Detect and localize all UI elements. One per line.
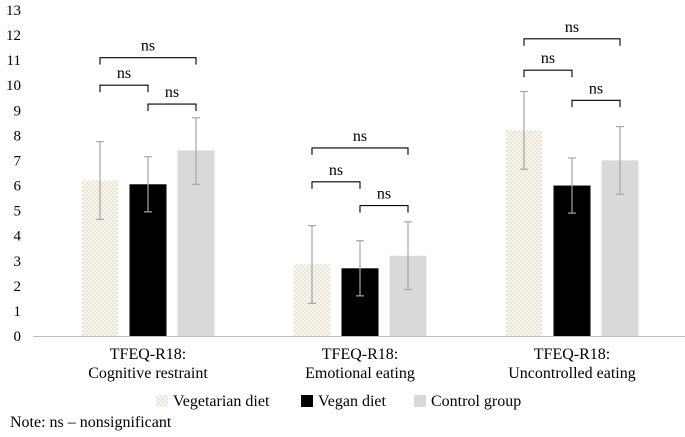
error-bar <box>356 240 364 297</box>
y-tick-label: 2 <box>14 279 22 295</box>
bars <box>81 130 639 336</box>
significance-label: ns <box>165 84 179 101</box>
significance-label: ns <box>589 80 603 97</box>
significance-bracket: ns <box>147 84 197 112</box>
y-tick-label: 7 <box>14 153 22 169</box>
error-bar <box>404 221 412 291</box>
legend-label: Vegan diet <box>318 393 387 410</box>
significance-label: ns <box>117 65 131 82</box>
y-tick-label: 6 <box>14 179 22 195</box>
legend-item-vegetarian-diet: Vegetarian diet <box>156 393 270 410</box>
significance-bracket: ns <box>311 162 361 189</box>
error-bar <box>520 90 528 170</box>
y-tick-label: 13 <box>6 3 21 19</box>
error-bars <box>96 90 624 304</box>
error-bar <box>616 126 624 195</box>
legend-item-control-group: Control group <box>414 393 521 410</box>
y-tick-label: 11 <box>7 53 21 69</box>
y-tick-label: 0 <box>14 329 22 345</box>
significance-bracket: ns <box>523 19 621 46</box>
footnote: Note: ns – nonsignificant <box>10 414 172 431</box>
y-tick-label: 4 <box>14 229 22 245</box>
y-tick-label: 1 <box>14 304 22 320</box>
y-tick-label: 3 <box>14 254 22 270</box>
significance-bracket: ns <box>359 186 409 213</box>
y-tick-label: 9 <box>14 103 22 119</box>
legend-label: Vegetarian diet <box>173 393 270 410</box>
error-bar <box>96 141 104 220</box>
y-tick-label: 12 <box>6 28 21 44</box>
significance-bracket: ns <box>99 65 149 93</box>
category-label: TFEQ-R18: Emotional eating <box>305 346 415 382</box>
legend: Vegetarian diet Vegan diet Control group <box>156 393 521 410</box>
legend-swatch <box>156 395 168 407</box>
legend-swatch <box>414 395 426 407</box>
significance-label: ns <box>565 19 579 36</box>
error-bar <box>192 117 200 185</box>
significance-label: ns <box>329 162 343 179</box>
error-bar <box>144 156 152 213</box>
significance-label: ns <box>541 50 555 67</box>
x-axis: TFEQ-R18: Cognitive restraint TFEQ-R18: Emo… <box>33 336 685 382</box>
significance-label: ns <box>141 38 155 55</box>
significance-label: ns <box>353 128 367 145</box>
significance-bracket: ns <box>311 128 409 155</box>
significance-bracket: ns <box>571 80 621 108</box>
legend-swatch <box>301 395 313 407</box>
error-bar <box>308 225 316 304</box>
category-label: TFEQ-R18: Uncontrolled eating <box>508 346 636 382</box>
legend-label: Control group <box>431 393 521 410</box>
legend-item-vegan-diet: Vegan diet <box>301 393 387 410</box>
significance-bracket: ns <box>523 50 573 78</box>
category-label: TFEQ-R18: Cognitive restraint <box>88 346 208 382</box>
y-tick-label: 5 <box>14 204 22 220</box>
y-tick-label: 8 <box>14 128 22 144</box>
y-tick-label: 10 <box>6 78 21 94</box>
significance-label: ns <box>377 186 391 203</box>
significance-bracket: ns <box>99 38 197 65</box>
error-bar <box>568 157 576 214</box>
